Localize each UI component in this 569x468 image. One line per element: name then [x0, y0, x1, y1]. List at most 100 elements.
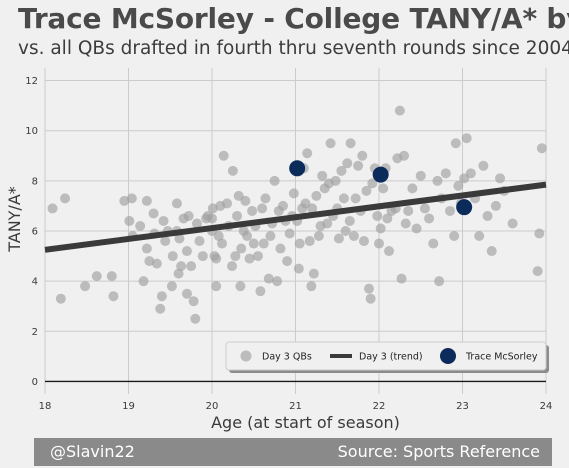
data-point: [399, 150, 410, 161]
data-point: [60, 193, 71, 204]
data-point: [166, 281, 177, 292]
data-point: [432, 175, 443, 186]
data-point: [294, 238, 305, 249]
data-point: [258, 238, 269, 249]
data-point: [507, 218, 518, 229]
data-point: [275, 243, 286, 254]
legend-label: Day 3 QBs: [262, 352, 312, 363]
data-point: [148, 208, 159, 219]
highlight-point: [456, 199, 473, 216]
data-point: [440, 168, 451, 179]
legend-marker-day3: [240, 350, 252, 362]
data-point: [350, 193, 361, 204]
data-point: [465, 168, 476, 179]
data-point: [47, 203, 58, 214]
data-point: [461, 133, 472, 144]
x-tick-label: 19: [122, 401, 135, 412]
data-point: [171, 198, 182, 209]
data-point: [272, 276, 283, 287]
data-point: [338, 193, 349, 204]
data-point: [453, 180, 464, 191]
data-point: [367, 178, 378, 189]
data-point: [317, 170, 328, 181]
data-point: [248, 238, 259, 249]
data-point: [302, 148, 313, 159]
x-tick-label: 20: [206, 401, 219, 412]
data-point: [158, 215, 169, 226]
data-point: [534, 228, 545, 239]
data-point: [532, 266, 543, 277]
data-point: [176, 261, 187, 272]
data-point: [190, 313, 201, 324]
data-point: [207, 213, 217, 224]
y-tick-label: 4: [32, 277, 38, 288]
data-point: [474, 231, 485, 242]
data-point: [372, 210, 383, 221]
data-point: [181, 246, 192, 257]
data-point: [222, 198, 233, 209]
x-tick-label: 24: [540, 401, 553, 412]
data-point: [444, 205, 455, 216]
data-point: [345, 138, 356, 149]
y-tick-label: 2: [32, 327, 38, 338]
data-point: [227, 165, 238, 176]
data-point: [126, 193, 137, 204]
data-point: [230, 251, 241, 262]
legend-marker-mcsorley: [440, 348, 456, 364]
data-point: [353, 160, 364, 171]
data-point: [235, 281, 246, 292]
data-point: [55, 293, 66, 304]
data-point: [141, 195, 152, 206]
data-point: [419, 203, 430, 214]
highlight-point: [372, 166, 389, 183]
data-point: [284, 228, 295, 239]
data-point: [80, 281, 91, 292]
data-point: [269, 175, 280, 186]
data-point: [358, 236, 369, 247]
data-point: [396, 273, 407, 284]
y-tick-label: 8: [32, 176, 38, 187]
data-point: [211, 253, 222, 264]
data-point: [119, 195, 130, 206]
data-point: [197, 251, 208, 262]
data-point: [449, 231, 460, 242]
chart-subtitle: vs. all QBs drafted in fourth thru seven…: [18, 38, 569, 59]
x-tick-label: 18: [39, 401, 52, 412]
data-point: [344, 215, 355, 226]
data-point: [244, 253, 255, 264]
data-point: [486, 246, 497, 257]
data-point: [156, 291, 167, 302]
data-point: [257, 203, 268, 214]
data-point: [227, 261, 238, 272]
y-tick-label: 6: [32, 227, 38, 238]
data-point: [313, 231, 324, 242]
data-point: [155, 303, 166, 314]
legend-label: Trace McSorley: [465, 352, 538, 363]
y-tick-label: 10: [25, 126, 38, 137]
data-point: [144, 256, 155, 267]
data-point: [106, 271, 117, 282]
data-point: [124, 215, 135, 226]
data-point: [242, 231, 253, 242]
data-point: [191, 218, 202, 229]
data-point: [151, 258, 162, 269]
x-tick-label: 22: [373, 401, 386, 412]
data-point: [478, 160, 489, 171]
data-point: [482, 210, 493, 221]
data-point: [382, 213, 393, 224]
data-point: [247, 205, 258, 216]
data-point: [374, 238, 384, 249]
data-point: [495, 173, 506, 184]
data-point: [135, 220, 146, 231]
data-point: [357, 150, 368, 161]
data-point: [252, 251, 263, 262]
data-point: [363, 283, 374, 294]
y-axis-label: TANY/A*: [5, 186, 24, 253]
data-point: [263, 273, 274, 284]
data-point: [174, 233, 185, 244]
data-point: [394, 105, 405, 116]
y-tick-label: 12: [25, 76, 38, 87]
legend-box: [225, 341, 547, 371]
data-point: [260, 193, 271, 204]
chart-title: Trace McSorley - College TANY/A* by Age: [18, 2, 569, 35]
